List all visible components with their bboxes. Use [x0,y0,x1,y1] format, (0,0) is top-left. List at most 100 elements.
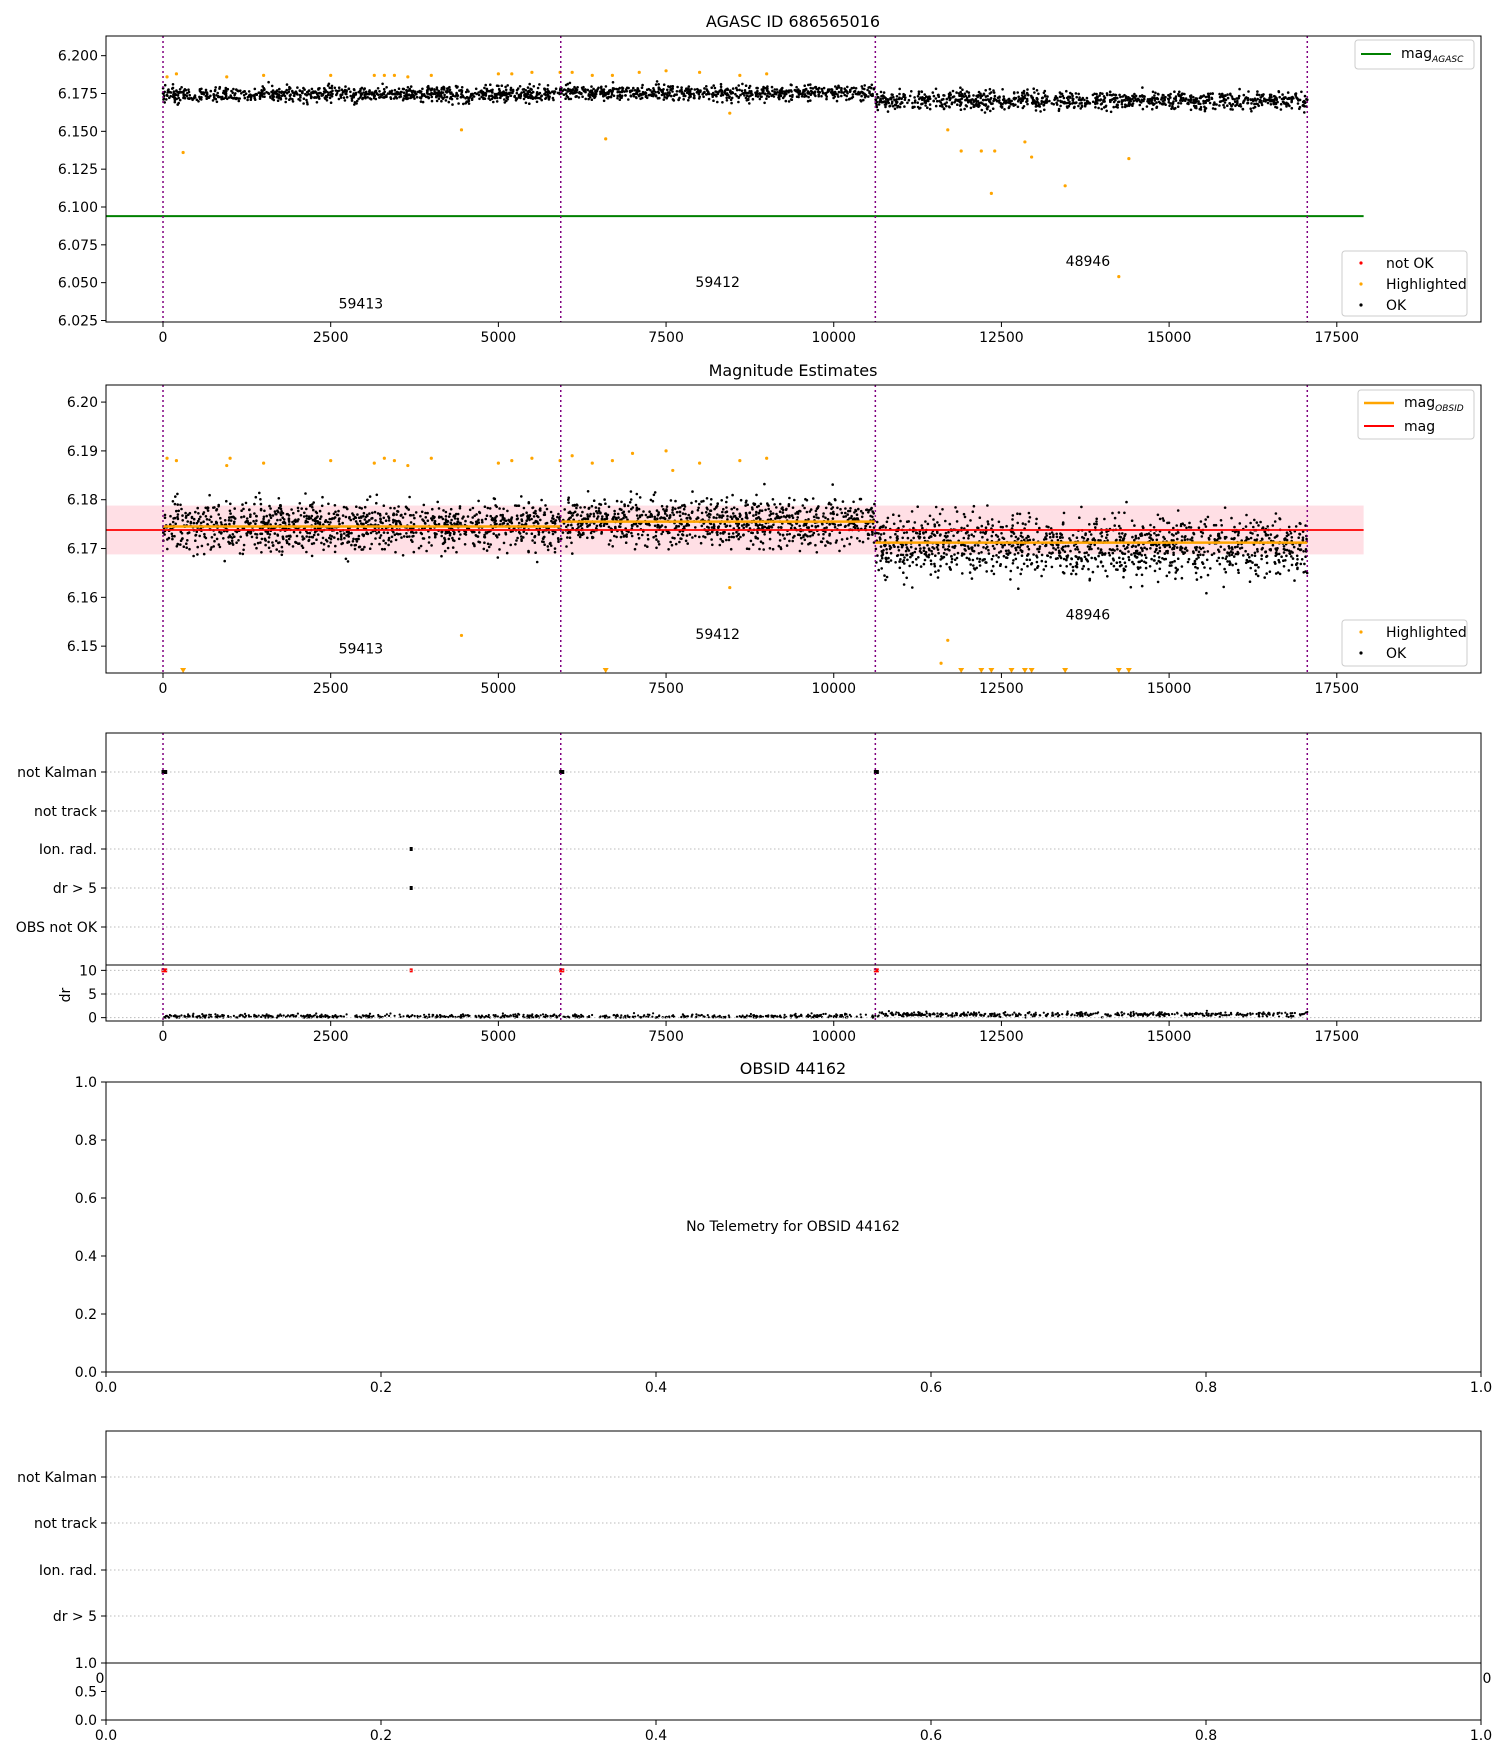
ok-point [502,507,505,511]
ok-point [486,542,490,546]
ok-point [259,498,262,501]
ok-point [735,508,739,511]
ok-point [755,505,759,509]
ok-point [390,535,394,539]
ok-point [163,101,166,104]
ok-point [213,533,216,536]
ok-point [843,544,846,548]
ok-point [613,512,617,516]
ok-point [743,94,746,97]
ok-point [648,523,651,527]
ok-point [778,533,782,536]
ok-point [1112,93,1115,96]
ok-point [452,532,456,536]
ok-point [214,86,217,89]
ok-point [579,506,582,509]
ok-point [903,98,907,101]
ok-point [1263,576,1266,579]
ok-point [334,510,337,514]
ok-point [279,96,283,100]
ok-point [206,95,209,99]
ok-point [984,103,988,106]
ok-point [758,92,761,95]
ok-point [305,93,309,97]
ok-point [871,515,874,519]
ok-point [163,533,166,536]
ok-point [867,86,870,89]
ok-point [783,95,786,98]
ok-point [934,97,938,100]
ok-point [991,102,994,105]
ok-point [1151,97,1154,100]
ok-point [310,514,314,518]
ok-point [1199,108,1203,111]
ok-point [490,518,494,521]
ok-point [419,514,422,518]
ok-point [1075,95,1078,99]
ok-point [337,520,341,523]
ok-point [690,501,693,505]
ok-point [352,517,356,521]
ok-point [791,516,795,520]
ok-point [482,94,485,97]
ok-point [463,543,467,546]
ok-point [756,86,759,90]
ok-point [740,89,744,92]
ok-point [656,523,660,527]
ok-point [402,87,406,91]
ok-point [1209,92,1212,95]
ok-point [742,92,745,95]
ok-point [523,93,526,96]
ok-point [509,91,513,94]
highlighted-point [979,149,983,153]
ok-point [267,92,271,96]
ok-point [789,98,793,101]
ok-point [284,97,288,100]
ok-point [435,92,439,95]
ok-point [357,516,361,519]
ok-point [670,543,674,547]
ok-point [433,88,436,92]
ok-point [771,93,774,97]
ok-point [1080,98,1083,101]
ok-point [656,525,659,529]
ok-point [210,536,214,539]
ok-point [1252,525,1255,529]
ok-point [312,501,316,504]
ok-point [316,533,320,536]
ok-point [1093,92,1096,96]
ok-point [233,93,236,97]
ok-point [771,547,775,551]
ok-point [275,512,278,516]
ok-point [665,93,669,97]
ok-point [1048,99,1051,103]
ok-point [182,91,185,95]
ok-point [809,83,812,86]
ok-point [495,522,498,526]
ok-point [363,505,367,509]
ok-point [281,511,285,515]
ok-point [592,512,596,516]
ok-point [534,520,537,524]
ok-point [649,498,653,502]
ok-point [844,511,847,515]
ok-point [590,89,594,93]
ok-point [934,87,938,91]
ok-point [685,534,689,537]
ok-point [458,522,462,525]
ok-point [1077,98,1081,101]
ok-point [1071,565,1075,569]
ok-point [655,546,658,550]
ok-point [423,521,427,525]
ok-point [847,509,850,513]
ok-point [182,93,186,97]
ok-point [694,534,697,538]
ok-point [1122,575,1125,579]
ok-point [879,533,883,536]
ok-point [639,97,642,101]
ok-point [735,530,738,534]
ok-point [365,520,368,523]
ok-point [1013,553,1017,556]
ok-point [1275,98,1278,102]
ok-point [622,516,625,520]
